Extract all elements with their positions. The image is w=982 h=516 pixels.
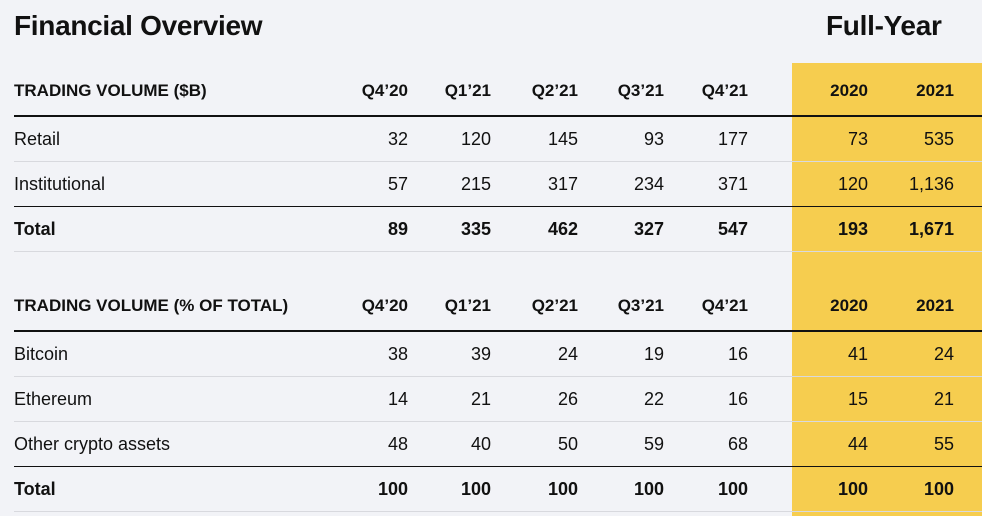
column-header: Q1’21 — [444, 296, 491, 315]
table-cell: 100 — [633, 478, 664, 499]
table-cell: 177 — [717, 128, 748, 149]
row-label: Ethereum — [14, 388, 93, 409]
table-cell: 100 — [377, 478, 408, 499]
table-cell: 21 — [470, 388, 491, 409]
column-header: Q4’21 — [701, 296, 748, 315]
table-cell: 193 — [837, 218, 868, 239]
row-label: Total — [14, 218, 56, 239]
table-cell: 15 — [847, 388, 868, 409]
table-cell: 93 — [643, 128, 664, 149]
table-cell: 39 — [470, 343, 491, 364]
column-header: Q2’21 — [531, 81, 578, 100]
table-cell: 100 — [717, 478, 748, 499]
table-cell: 21 — [933, 388, 954, 409]
table-cell: 50 — [557, 433, 578, 454]
column-header: Q3’21 — [617, 81, 664, 100]
full-year-highlight — [792, 63, 982, 516]
table-cell: 215 — [460, 173, 491, 194]
table-cell: 40 — [470, 433, 491, 454]
table-cell: 100 — [923, 478, 954, 499]
trading-volume-percent-table: TRADING VOLUME (% OF TOTAL) Q4’20 Q1’21 … — [14, 282, 982, 512]
table-cell: 100 — [547, 478, 578, 499]
trading-volume-usd-table: TRADING VOLUME ($B) Q4’20 Q1’21 Q2’21 Q3… — [14, 67, 982, 252]
table-cell: 59 — [643, 433, 664, 454]
row-label: Other crypto assets — [14, 433, 171, 454]
table-cell: 462 — [547, 218, 578, 239]
table-cell: 55 — [933, 433, 954, 454]
table-cell: 100 — [837, 478, 868, 499]
row-label: Bitcoin — [14, 343, 69, 364]
table-cell: 22 — [643, 388, 664, 409]
table-cell: 120 — [837, 173, 868, 194]
table-cell: 19 — [643, 343, 664, 364]
table-cell: 44 — [847, 433, 868, 454]
table-cell: 16 — [727, 343, 748, 364]
column-header: 2021 — [916, 81, 954, 100]
column-header: Q3’21 — [617, 296, 664, 315]
table-cell: 317 — [547, 173, 578, 194]
row-label: Institutional — [14, 173, 106, 194]
column-header: Q4’20 — [361, 296, 408, 315]
table-cell: 371 — [717, 173, 748, 194]
column-header: 2020 — [830, 296, 868, 315]
table-cell: 145 — [547, 128, 578, 149]
row-label: Total — [14, 478, 56, 499]
total-row: Total 89 335 462 327 547 193 1,671 — [14, 206, 982, 252]
table-row: Retail 32 120 145 93 177 73 535 — [14, 117, 982, 162]
table-cell: 24 — [933, 343, 954, 364]
table-cell: 26 — [557, 388, 578, 409]
table-title: TRADING VOLUME ($B) — [14, 81, 207, 100]
column-header: 2021 — [916, 296, 954, 315]
table-cell: 1,671 — [908, 218, 954, 239]
table-cell: 16 — [727, 388, 748, 409]
table-row: Other crypto assets 48 40 50 59 68 44 55 — [14, 422, 982, 466]
column-header: Q1’21 — [444, 81, 491, 100]
table-cell: 234 — [633, 173, 664, 194]
page-title: Financial Overview — [14, 10, 263, 41]
table-cell: 1,136 — [908, 173, 954, 194]
table-cell: 48 — [387, 433, 408, 454]
table-cell: 32 — [387, 128, 408, 149]
table-cell: 57 — [387, 173, 408, 194]
table-row: Institutional 57 215 317 234 371 120 1,1… — [14, 162, 982, 206]
table-cell: 327 — [633, 218, 664, 239]
table-cell: 120 — [460, 128, 491, 149]
table-row: Bitcoin 38 39 24 19 16 41 24 — [14, 332, 982, 377]
table-cell: 68 — [727, 433, 748, 454]
table-cell: 38 — [387, 343, 408, 364]
table-header-row: TRADING VOLUME (% OF TOTAL) Q4’20 Q1’21 … — [14, 282, 982, 332]
column-header: Q2’21 — [531, 296, 578, 315]
column-header: 2020 — [830, 81, 868, 100]
full-year-title: Full-Year — [826, 10, 942, 41]
table-header-row: TRADING VOLUME ($B) Q4’20 Q1’21 Q2’21 Q3… — [14, 67, 982, 117]
table-cell: 100 — [460, 478, 491, 499]
table-cell: 14 — [387, 388, 408, 409]
table-cell: 535 — [923, 128, 954, 149]
table-cell: 335 — [460, 218, 491, 239]
column-header: Q4’20 — [361, 81, 408, 100]
total-row: Total 100 100 100 100 100 100 100 — [14, 466, 982, 512]
table-title: TRADING VOLUME (% OF TOTAL) — [14, 296, 289, 315]
table-cell: 41 — [847, 343, 868, 364]
column-header: Q4’21 — [701, 81, 748, 100]
table-cell: 73 — [847, 128, 868, 149]
table-cell: 89 — [387, 218, 408, 239]
row-label: Retail — [14, 128, 61, 149]
table-row: Ethereum 14 21 26 22 16 15 21 — [14, 377, 982, 422]
table-cell: 547 — [717, 218, 748, 239]
table-cell: 24 — [557, 343, 578, 364]
